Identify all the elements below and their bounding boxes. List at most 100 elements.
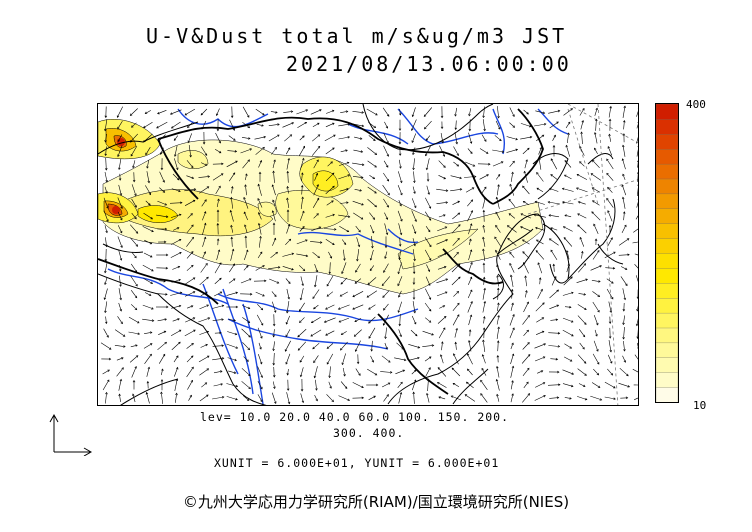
wind-arrow-head — [442, 154, 446, 157]
wind-arrow — [268, 134, 280, 142]
wind-arrow — [496, 366, 500, 378]
wind-arrow-head — [613, 251, 616, 254]
wind-arrow — [370, 355, 374, 363]
wind-arrow-head — [613, 397, 616, 400]
wind-arrow-head — [288, 281, 291, 284]
wind-arrow-head — [608, 321, 612, 324]
wind-arrow-head — [606, 197, 609, 201]
wind-arrow — [604, 396, 616, 400]
wind-arrow — [637, 187, 638, 197]
wind-arrow-head — [260, 399, 263, 403]
wind-arrow — [326, 200, 334, 206]
wind-arrow — [399, 159, 401, 169]
colorbar-swatch — [655, 342, 679, 358]
wind-arrow-head — [106, 219, 109, 222]
wind-arrow — [579, 342, 585, 350]
wind-arrow — [298, 265, 306, 271]
wind-arrow — [202, 223, 206, 235]
copyright-credit: ©九州大学応用力学研究所(RIAM)/国立環境研究所(NIES) — [182, 493, 570, 511]
wind-arrow-head — [622, 211, 626, 214]
wind-arrow — [171, 188, 181, 192]
wind-arrow-head — [566, 250, 569, 253]
wind-arrow-head — [316, 159, 319, 162]
wind-arrow-head — [219, 277, 222, 281]
wind-arrow-head — [428, 206, 432, 209]
wind-arrow — [467, 301, 473, 313]
wind-arrow — [214, 262, 222, 274]
wind-arrow-head — [496, 355, 500, 358]
wind-arrow-head — [340, 348, 343, 351]
wind-arrow — [395, 369, 405, 375]
wind-arrow-head — [571, 320, 574, 323]
wind-arrow-head — [399, 391, 403, 395]
colorbar-swatch — [655, 178, 679, 195]
wind-arrow — [352, 176, 364, 178]
wind-arrow-head — [636, 160, 638, 163]
wind-arrow-head — [301, 157, 305, 161]
wind-arrow — [566, 263, 570, 273]
wind-arrow-head — [567, 132, 570, 136]
wind-arrow — [464, 394, 476, 402]
wind-arrow — [198, 317, 210, 323]
wind-arrow — [257, 251, 263, 259]
colorbar-swatch — [655, 223, 679, 239]
wind-arrow-head — [456, 251, 459, 255]
wind-arrow-head — [596, 322, 599, 326]
wind-arrow — [269, 278, 279, 284]
wind-arrow — [370, 249, 374, 261]
wind-arrow-head — [381, 283, 385, 287]
wind-arrow — [453, 291, 459, 297]
wind-arrow — [158, 331, 166, 335]
wind-arrow-head — [361, 396, 365, 400]
wind-arrow — [607, 146, 613, 156]
wind-arrow — [437, 226, 447, 232]
wind-arrow — [174, 379, 178, 391]
wind-arrow — [425, 288, 431, 300]
wind-arrow — [509, 107, 515, 117]
wind-arrow-head — [417, 345, 421, 349]
wind-arrow — [144, 292, 152, 296]
wind-arrow-head — [371, 360, 374, 363]
wind-arrow-head — [104, 168, 108, 171]
wind-arrow — [173, 135, 179, 141]
wind-arrow-head — [445, 189, 449, 192]
wind-arrow-head — [220, 383, 223, 386]
wind-arrow — [383, 132, 389, 144]
wind-arrow-head — [636, 336, 638, 339]
wind-arrow-head — [374, 191, 377, 194]
wind-arrow — [371, 340, 373, 352]
wind-arrow — [633, 397, 638, 401]
wind-arrow — [323, 228, 337, 230]
wind-arrow — [326, 353, 334, 365]
wind-arrow-head — [575, 187, 579, 190]
wind-arrow-head — [581, 120, 584, 123]
wind-arrow — [103, 210, 109, 222]
wind-arrow-head — [358, 229, 361, 233]
wind-arrow-head — [145, 152, 148, 156]
wind-arrow-head — [398, 142, 402, 145]
wind-arrow-head — [611, 281, 614, 284]
wind-arrow-head — [563, 174, 567, 177]
wind-arrow — [132, 393, 136, 403]
wind-arrow-head — [332, 213, 335, 217]
wind-arrow — [301, 185, 303, 195]
wind-arrow — [145, 110, 151, 114]
wind-arrow — [564, 174, 572, 180]
wind-arrow — [509, 263, 515, 273]
wind-arrow — [620, 266, 628, 270]
wind-arrow-head — [481, 354, 485, 357]
wind-arrow — [212, 396, 224, 400]
wind-arrow — [199, 276, 209, 286]
wind-arrow-head — [178, 239, 182, 242]
wind-arrow-head — [594, 238, 598, 241]
wind-arrow-head — [271, 210, 275, 213]
wind-arrow — [482, 249, 486, 261]
wind-arrow-head — [599, 398, 603, 401]
wind-arrow — [128, 331, 140, 335]
wind-arrow-head — [329, 256, 333, 259]
wind-arrow — [172, 227, 180, 231]
wind-arrow — [381, 276, 391, 286]
wind-arrow-head — [497, 184, 500, 187]
wind-arrow — [424, 211, 432, 221]
wind-arrow — [257, 366, 263, 378]
